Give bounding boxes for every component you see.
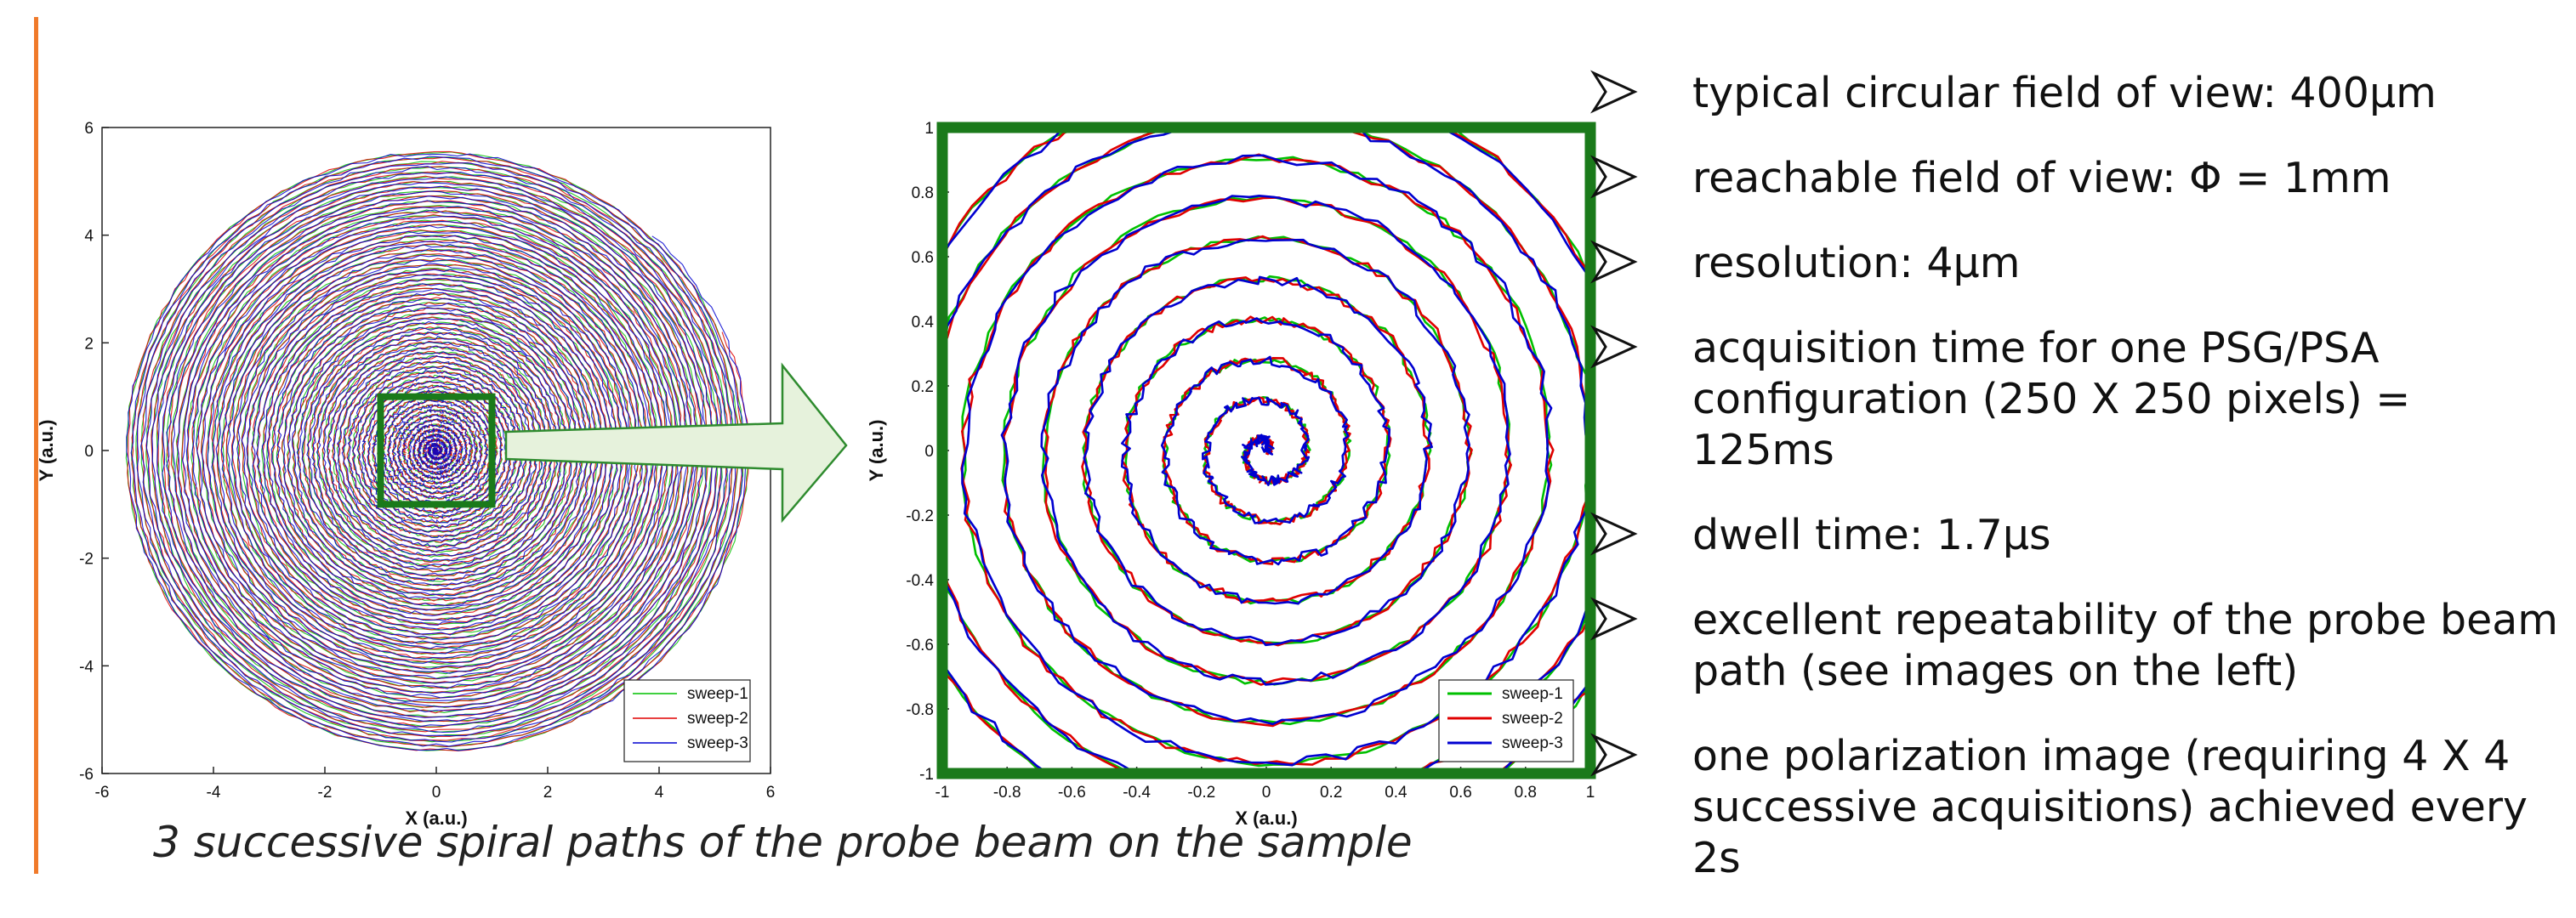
legend-label: sweep-2 xyxy=(1502,710,1563,728)
bullet-item: one polarization image (requiring 4 X 4 … xyxy=(1590,731,2560,884)
x-tick-label: -6 xyxy=(95,784,110,802)
y-tick-label: 6 xyxy=(84,120,94,138)
y-tick-label: 1 xyxy=(924,120,934,138)
x-tick-label: 2 xyxy=(543,784,553,802)
x-tick-label: 0.4 xyxy=(1385,784,1407,802)
bullet-text: resolution: 4µm xyxy=(1692,239,2021,287)
y-tick-label: -0.2 xyxy=(906,507,934,525)
bullet-text: excellent repeatability of the probe bea… xyxy=(1692,596,2558,695)
bullet-list: typical circular field of view: 400µm re… xyxy=(1590,68,2560,918)
bullet-text: dwell time: 1.7µs xyxy=(1692,511,2051,559)
x-tick-label: -4 xyxy=(207,784,221,802)
y-tick-label: -1 xyxy=(919,766,934,784)
arrow-bullet-icon xyxy=(1590,155,1638,199)
legend: sweep-1 sweep-2 sweep-3 xyxy=(623,679,751,762)
x-tick-label: -0.6 xyxy=(1058,784,1086,802)
legend-label: sweep-3 xyxy=(687,734,748,752)
x-tick-label: 0.2 xyxy=(1320,784,1342,802)
x-tick-label: 1 xyxy=(1586,784,1595,802)
arrow-bullet-icon xyxy=(1590,597,1638,641)
bullet-item: resolution: 4µm xyxy=(1590,238,2560,289)
legend-label: sweep-1 xyxy=(687,685,748,703)
x-tick-label: -1 xyxy=(935,784,950,802)
legend: sweep-1 sweep-2 sweep-3 xyxy=(1438,679,1574,762)
x-tick-label: 0 xyxy=(1262,784,1271,802)
x-axis-label: X (a.u.) xyxy=(405,808,467,829)
arrow-bullet-icon xyxy=(1590,240,1638,284)
legend-label: sweep-1 xyxy=(1502,685,1563,703)
x-tick-label: -0.2 xyxy=(1187,784,1215,802)
legend-label: sweep-2 xyxy=(687,710,748,728)
x-tick-label: -0.4 xyxy=(1123,784,1151,802)
y-tick-label: 2 xyxy=(84,335,94,353)
x-tick-label: 0 xyxy=(432,784,441,802)
spiral-series-sweep-3 xyxy=(126,153,749,751)
y-tick-label: -0.6 xyxy=(906,637,934,654)
bullet-item: dwell time: 1.7µs xyxy=(1590,510,2560,561)
bullet-text: one polarization image (requiring 4 X 4 … xyxy=(1692,732,2528,882)
zoom-series-sweep-3 xyxy=(942,128,1590,774)
bullet-item: acquisition time for one PSG/PSA configu… xyxy=(1590,323,2560,476)
y-axis-label: Y (a.u.) xyxy=(36,420,57,482)
y-tick-label: 0 xyxy=(924,443,934,461)
y-tick-label: 0.4 xyxy=(912,314,935,332)
zoom-frame xyxy=(936,122,1596,779)
y-tick-label: 0.2 xyxy=(912,378,934,396)
y-tick-label: -2 xyxy=(79,551,94,569)
x-tick-label: -2 xyxy=(318,784,333,802)
bullet-text: typical circular field of view: 400µm xyxy=(1692,69,2437,117)
arrow-bullet-icon xyxy=(1590,733,1638,777)
x-axis-label: X (a.u.) xyxy=(1235,808,1297,829)
arrow-bullet-icon xyxy=(1590,325,1638,369)
y-tick-label: 0 xyxy=(84,443,94,461)
y-tick-label: -0.4 xyxy=(906,572,934,590)
zoom-arrow-icon xyxy=(504,362,848,524)
bullet-item: excellent repeatability of the probe bea… xyxy=(1590,595,2560,697)
x-tick-label: 6 xyxy=(766,784,776,802)
y-tick-label: -0.8 xyxy=(906,701,934,719)
y-tick-label: 0.8 xyxy=(912,184,934,202)
x-tick-label: 0.8 xyxy=(1515,784,1537,802)
figure-caption: 3 successive spiral paths of the probe b… xyxy=(153,818,1413,867)
y-axis-label: Y (a.u.) xyxy=(866,420,887,482)
legend-label: sweep-3 xyxy=(1502,734,1563,752)
zoom-region-box xyxy=(377,393,496,508)
arrow-bullet-icon xyxy=(1590,70,1638,114)
x-tick-label: 4 xyxy=(655,784,664,802)
x-tick-label: -0.8 xyxy=(993,784,1021,802)
zoom-series-sweep-2 xyxy=(942,128,1590,774)
charts-canvas: -6 -4 -2 0 2 4 6 -6 -4 -2 0 2 4 6 X (a.u.) Y (a.u.) swee… xyxy=(36,120,1596,829)
bullet-text: acquisition time for one PSG/PSA configu… xyxy=(1692,324,2411,474)
zoom-spiral-group xyxy=(942,128,1590,774)
y-tick-label: -6 xyxy=(79,766,94,784)
y-tick-label: 4 xyxy=(84,228,94,246)
bullet-text: reachable field of view: Φ = 1mm xyxy=(1692,154,2391,202)
accent-bar xyxy=(34,17,38,874)
arrow-bullet-icon xyxy=(1590,512,1638,556)
y-tick-label: -4 xyxy=(79,658,94,676)
y-tick-label: 0.6 xyxy=(912,249,934,267)
x-tick-label: 0.6 xyxy=(1449,784,1471,802)
bullet-item: typical circular field of view: 400µm xyxy=(1590,68,2560,119)
bullet-item: reachable field of view: Φ = 1mm xyxy=(1590,153,2560,204)
